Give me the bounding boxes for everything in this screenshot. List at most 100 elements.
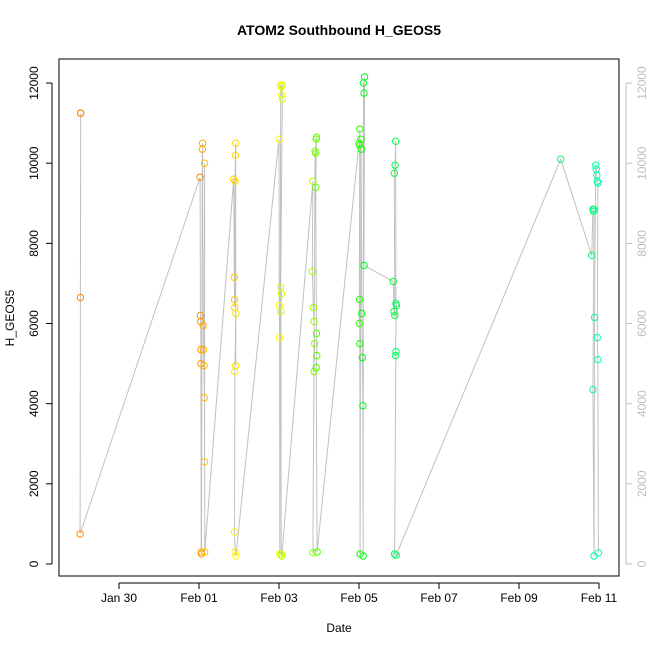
data-point	[230, 273, 239, 282]
data-point	[309, 177, 317, 185]
data-point	[391, 161, 399, 169]
data-point	[313, 548, 321, 556]
data-point	[389, 277, 397, 286]
data-point	[312, 183, 320, 191]
data-point	[278, 95, 286, 103]
data-point	[590, 313, 599, 322]
data-point	[312, 329, 321, 338]
data-point	[392, 137, 400, 145]
data-point	[360, 261, 368, 270]
plot-frame	[58, 58, 620, 577]
data-point	[355, 295, 364, 304]
data-point	[390, 169, 398, 177]
y-axis: 0 2000 4000 6000 8000 10000 12000	[27, 66, 53, 567]
y-tick-label: 4000	[27, 390, 41, 417]
data-point	[594, 549, 603, 557]
data-point	[199, 321, 207, 330]
data-point	[592, 161, 600, 169]
data-point	[312, 133, 321, 141]
x-tick-label: Feb 05	[340, 591, 378, 605]
right-y-tick-label: 2000	[635, 470, 649, 497]
data-point	[356, 125, 364, 133]
data-point	[230, 295, 239, 304]
data-point	[594, 355, 602, 364]
data-point	[277, 307, 285, 316]
right-y-axis: 0 2000 4000 6000 8000 10000 12000	[625, 66, 649, 567]
data-point	[360, 73, 369, 81]
data-point	[309, 303, 318, 312]
data-point	[308, 267, 316, 276]
right-y-tick-label: 4000	[635, 390, 649, 417]
data-point	[309, 549, 317, 557]
data-point	[277, 289, 286, 298]
data-point	[588, 251, 596, 260]
data-point	[77, 109, 85, 117]
right-y-tick-label: 0	[635, 560, 649, 567]
data-point	[200, 394, 209, 402]
y-tick-label: 6000	[27, 310, 41, 337]
connecting-lines	[79, 76, 599, 557]
data-point	[199, 345, 208, 354]
data-point	[232, 309, 240, 318]
data-point	[278, 552, 286, 560]
data-point	[357, 135, 365, 143]
data-point	[278, 91, 286, 99]
data-point	[198, 139, 207, 147]
x-tick-label: Feb 11	[581, 591, 618, 605]
right-y-tick-label: 12000	[635, 66, 649, 100]
x-tick-label: Feb 01	[180, 591, 218, 605]
data-point	[200, 458, 209, 466]
data-point	[231, 367, 239, 376]
y-axis-label: H_GEOS5	[3, 289, 17, 346]
data-point	[278, 81, 286, 89]
data-point	[357, 145, 365, 153]
chart-title: ATOM2 Southbound H_GEOS5	[237, 22, 441, 38]
data-point	[231, 548, 239, 556]
data-point	[391, 311, 399, 320]
data-point	[390, 550, 399, 558]
data-point	[197, 317, 205, 326]
data-point	[230, 528, 239, 536]
x-tick-label: Feb 07	[420, 591, 458, 605]
data-point	[310, 317, 318, 326]
right-y-tick-label: 6000	[635, 310, 649, 337]
data-point	[197, 345, 205, 354]
data-point	[200, 361, 208, 370]
data-point	[359, 552, 367, 560]
data-point	[590, 205, 598, 214]
data-point	[196, 173, 204, 181]
data-point	[358, 353, 366, 362]
data-point	[392, 301, 401, 310]
data-point	[355, 319, 363, 328]
data-point	[232, 139, 240, 147]
series-line	[79, 76, 599, 557]
data-point	[310, 339, 319, 348]
data-point	[392, 347, 400, 356]
data-point	[275, 333, 284, 342]
right-y-tick-label: 10000	[635, 146, 649, 180]
data-point	[230, 175, 238, 183]
x-axis-label: Date	[326, 621, 352, 635]
data-point	[201, 548, 209, 556]
data-point	[391, 351, 400, 360]
data-point	[360, 89, 368, 97]
data-point	[76, 293, 85, 302]
x-tick-label: Jan 30	[101, 591, 137, 605]
data-point	[76, 530, 84, 538]
data-point	[231, 177, 239, 185]
data-point	[275, 135, 283, 143]
data-point	[390, 307, 398, 316]
data-point	[594, 179, 602, 187]
data-point	[310, 367, 318, 376]
y-tick-label: 0	[27, 560, 41, 567]
data-points	[76, 73, 603, 560]
y-tick-label: 2000	[27, 470, 41, 497]
data-point	[359, 402, 367, 410]
data-point	[312, 363, 320, 372]
right-y-tick-label: 8000	[635, 230, 649, 257]
data-point	[232, 552, 240, 560]
data-point	[557, 155, 565, 163]
data-point	[312, 149, 320, 157]
data-point	[358, 309, 366, 318]
